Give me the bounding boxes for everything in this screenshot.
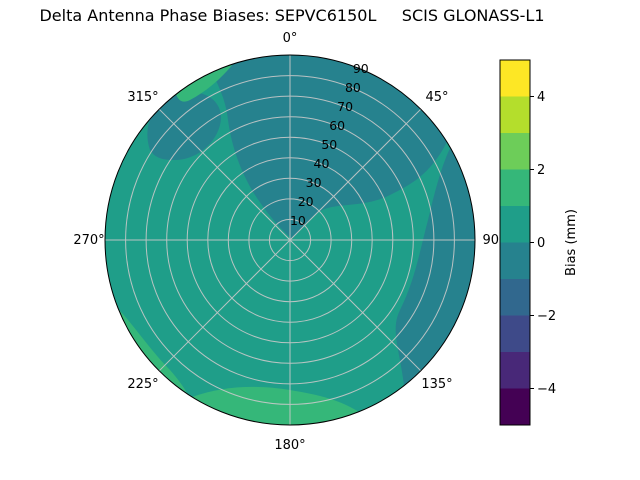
colorbar-axis-label: Bias (mm) xyxy=(564,209,579,276)
positive-bias-sliver-northwest xyxy=(176,64,233,102)
colorbar-segment xyxy=(500,352,530,389)
negative-bias-region-east xyxy=(395,148,475,386)
ring-label-70: 70 xyxy=(337,99,353,114)
positive-bias-region-south xyxy=(192,386,359,425)
ring-label-10: 10 xyxy=(290,213,306,228)
grid-spoke xyxy=(158,239,291,372)
azimuth-label-270: 270° xyxy=(73,233,104,248)
colorbar-segment xyxy=(500,96,530,133)
chart-title: Delta Antenna Phase Biases: SEPVC6150L S… xyxy=(39,6,545,25)
colorbar-segment xyxy=(500,315,530,352)
colorbar-segment xyxy=(500,169,530,206)
azimuth-label-0: 0° xyxy=(283,31,298,46)
grid-spoke xyxy=(289,108,422,241)
colorbar-ticks xyxy=(530,96,534,389)
azimuth-label-135: 135° xyxy=(421,377,452,392)
ring-label-40: 40 xyxy=(314,156,330,171)
colorbar-segment xyxy=(500,388,530,425)
ring-label-50: 50 xyxy=(321,137,337,152)
negative-bias-region-north xyxy=(212,55,447,239)
grid-spoke xyxy=(158,108,291,241)
colorbar-tick-label-2: 2 xyxy=(537,163,545,178)
ring-label-80: 80 xyxy=(345,80,361,95)
negative-bias-patch-northwest xyxy=(147,91,221,160)
colorbar-tick-labels: 4 2 0 −2 −4 xyxy=(537,90,556,397)
ring-label-30: 30 xyxy=(306,175,322,190)
grid-spoke xyxy=(289,239,422,372)
ring-label-60: 60 xyxy=(329,118,345,133)
colorbar-segment xyxy=(500,133,530,170)
colorbar-tick-label-m2: −2 xyxy=(537,309,556,324)
positive-bias-sliver-southwest xyxy=(118,309,187,393)
azimuth-label-180: 180° xyxy=(274,438,305,453)
colorbar-segment xyxy=(500,279,530,316)
colorbar-segment xyxy=(500,206,530,243)
polar-axis-boundary xyxy=(104,54,476,426)
elevation-ring-labels: 10 20 30 40 50 60 70 80 90 xyxy=(290,61,369,228)
azimuth-label-45: 45° xyxy=(425,90,448,105)
colorbar-segment xyxy=(500,60,530,97)
colorbar-segment xyxy=(500,242,530,279)
azimuth-label-225: 225° xyxy=(127,377,158,392)
ring-label-20: 20 xyxy=(298,194,314,209)
colorbar-tick-label-4: 4 xyxy=(537,90,545,105)
colorbar: 4 2 0 −2 −4 Bias (mm) xyxy=(499,59,579,426)
colorbar-tick-label-m4: −4 xyxy=(537,382,556,397)
azimuth-label-315: 315° xyxy=(127,90,158,105)
polar-grid xyxy=(105,55,475,425)
ring-label-90: 90 xyxy=(353,61,369,76)
colorbar-tick-label-0: 0 xyxy=(537,236,545,251)
